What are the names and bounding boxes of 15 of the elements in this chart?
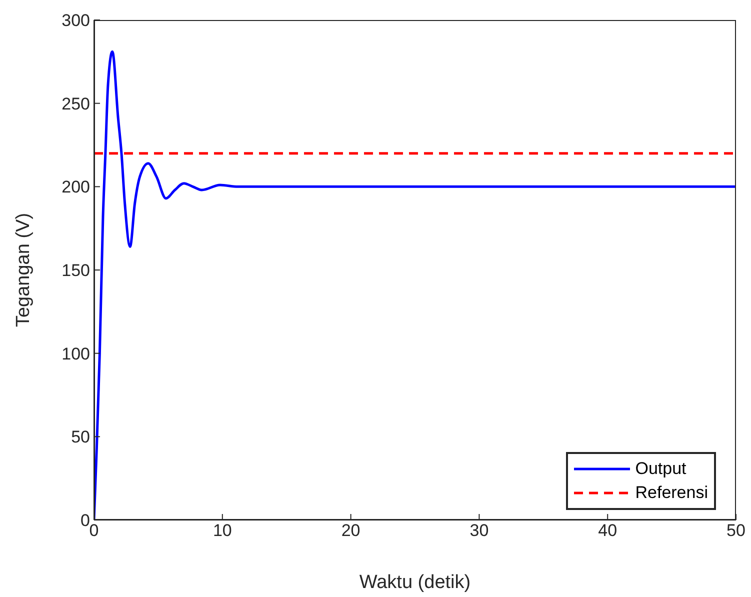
y-axis-title: Tegangan (V) xyxy=(13,212,35,328)
x-tick-label: 20 xyxy=(341,521,360,540)
x-tick-label: 30 xyxy=(470,521,489,540)
y-tick-label: 200 xyxy=(62,178,90,197)
y-tick-label: 300 xyxy=(62,11,90,30)
y-tick-label: 250 xyxy=(62,94,90,114)
x-tick-label: 40 xyxy=(598,521,618,540)
y-tick-label: 150 xyxy=(62,261,90,280)
y-tick-label: 100 xyxy=(62,344,90,364)
legend-label: Referensi xyxy=(635,482,708,504)
y-tick-label: 50 xyxy=(71,428,90,447)
x-tick-label: 10 xyxy=(212,521,232,540)
x-tick-label: 50 xyxy=(726,521,746,540)
x-axis-title: Waktu (detik) xyxy=(359,572,471,593)
legend-label: Output xyxy=(635,458,686,480)
